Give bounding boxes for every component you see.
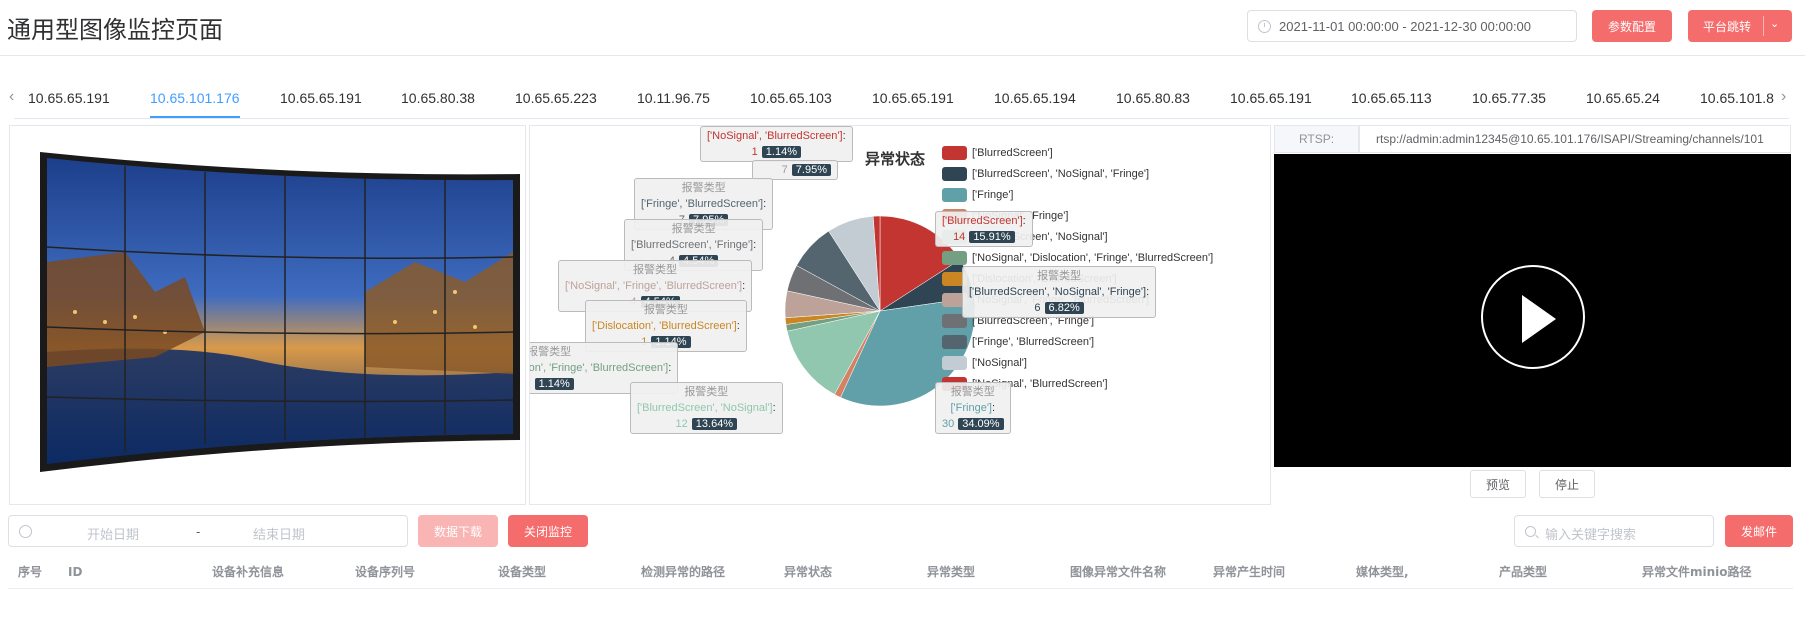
tab-device[interactable]: 10.65.65.191 — [28, 90, 110, 106]
column-header: 检测异常的路径 — [641, 565, 726, 579]
tooltip-blurred: ['BlurredScreen']: 14 15.91% — [935, 211, 1033, 247]
legend-label: ['BlurredScreen'] — [972, 147, 1053, 159]
legend-swatch — [942, 167, 967, 181]
tooltip-noSignal-blurred: ['NoSignal', 'BlurredScreen']: 1 1.14% — [700, 126, 853, 162]
end-date-input[interactable]: 结束日期 — [253, 527, 306, 542]
pie-slice[interactable] — [786, 310, 881, 395]
tooltip-fringe: 报警类型 ['Fringe']: 30 34.09% — [935, 382, 1011, 434]
tab-device[interactable]: 10.65.80.83 — [1116, 90, 1190, 106]
legend-swatch — [942, 272, 967, 286]
date-range-picker[interactable]: 2021-11-01 00:00:00 - 2021-12-30 00:00:0… — [1247, 10, 1577, 42]
search-input[interactable]: 输入关键字搜索 — [1545, 527, 1637, 542]
tooltip-noSignal: 7 7.95% — [752, 160, 838, 180]
legend-label: ['NoSignal'] — [972, 357, 1027, 369]
page-title: 通用型图像监控页面 — [7, 16, 223, 44]
search-icon — [1525, 526, 1536, 537]
legend-swatch — [942, 251, 967, 265]
tooltip-noSignal-dislocation-fringe-blurred: 报警类型 ['NoSignal', 'Dislocation', 'Fringe… — [530, 342, 679, 394]
rtsp-label: RTSP: — [1274, 125, 1359, 153]
legend-swatch — [942, 146, 967, 160]
column-header: 设备序列号 — [355, 565, 416, 579]
legend-swatch — [942, 356, 967, 370]
page-header: 通用型图像监控页面 2021-11-01 00:00:00 - 2021-12-… — [0, 0, 1805, 56]
anomaly-chart-panel: 异常状态 ['BlurredScreen'] ['BlurredScreen', … — [529, 125, 1271, 505]
legend-label: ['BlurredScreen', 'Fringe'] — [972, 315, 1095, 327]
tab-device[interactable]: 10.65.65.191 — [280, 90, 362, 106]
date-filter[interactable]: 开始日期 - 结束日期 — [8, 515, 408, 547]
column-header: 设备类型 — [498, 565, 547, 579]
tabs-prev-icon[interactable]: ‹ — [9, 88, 15, 105]
legend-swatch — [942, 314, 967, 328]
column-header: 产品类型 — [1499, 565, 1548, 579]
keyword-search[interactable]: 输入关键字搜索 — [1514, 515, 1714, 547]
tab-device[interactable]: 10.11.96.75 — [637, 90, 710, 106]
clock-icon — [19, 525, 32, 538]
tab-device[interactable]: 10.65.101.8 — [1700, 90, 1774, 106]
legend-item[interactable]: ['NoSignal', 'Dislocation', 'Fringe', 'B… — [942, 251, 1213, 265]
rtsp-url-field[interactable]: rtsp://admin:admin12345@10.65.101.176/IS… — [1359, 125, 1791, 153]
send-mail-button[interactable]: 发邮件 — [1725, 515, 1793, 547]
chevron-down-icon[interactable]: ⌄ — [1770, 17, 1780, 30]
column-header: 图像异常文件名称 — [1070, 565, 1167, 579]
tab-device[interactable]: 10.65.65.194 — [994, 90, 1076, 106]
legend-label: ['BlurredScreen', 'NoSignal', 'Fringe'] — [972, 168, 1150, 180]
legend-label: ['Fringe', 'BlurredScreen'] — [972, 336, 1095, 348]
download-button[interactable]: 数据下载 — [418, 515, 498, 547]
legend-item[interactable]: ['BlurredScreen', 'Fringe'] — [942, 314, 1094, 328]
legend-swatch — [942, 335, 967, 349]
tab-device[interactable]: 10.65.65.223 — [515, 90, 597, 106]
tab-device[interactable]: 10.65.77.35 — [1472, 90, 1546, 106]
column-header: ID — [68, 565, 83, 579]
date-range-value: 2021-11-01 00:00:00 - 2021-12-30 00:00:0… — [1279, 18, 1532, 34]
legend-item[interactable]: ['NoSignal'] — [942, 356, 1027, 370]
tabs-divider — [14, 118, 1789, 119]
column-header: 异常类型 — [927, 565, 976, 579]
video-wall-panel — [9, 125, 526, 505]
column-header: 媒体类型, — [1356, 565, 1409, 579]
split-divider — [1763, 16, 1764, 36]
tab-device[interactable]: 10.65.65.191 — [872, 90, 954, 106]
legend-swatch — [942, 188, 967, 202]
legend-item[interactable]: ['BlurredScreen', 'NoSignal', 'Fringe'] — [942, 167, 1149, 181]
start-date-input[interactable]: 开始日期 — [87, 527, 140, 542]
table-header: 序号 ID 设备补充信息 设备序列号 设备类型 检测异常的路径 异常状态 异常类… — [8, 555, 1793, 589]
player-panel: RTSP: rtsp://admin:admin12345@10.65.101.… — [1274, 125, 1793, 505]
column-header: 异常产生时间 — [1213, 565, 1286, 579]
legend-item[interactable]: ['BlurredScreen'] — [942, 146, 1053, 160]
column-header: 异常文件minio路径 — [1642, 565, 1752, 579]
preview-button[interactable]: 预览 — [1470, 470, 1526, 498]
config-button[interactable]: 参数配置 — [1592, 10, 1672, 42]
close-monitor-button[interactable]: 关闭监控 — [508, 515, 588, 547]
chart-title: 异常状态 — [865, 150, 926, 168]
tab-device[interactable]: 10.65.80.38 — [401, 90, 475, 106]
column-header: 设备补充信息 — [212, 565, 285, 579]
legend-label: ['Fringe'] — [972, 189, 1014, 201]
active-tab-indicator — [150, 116, 240, 118]
legend-label: ['NoSignal', 'Dislocation', 'Fringe', 'B… — [972, 252, 1214, 264]
legend-swatch — [942, 293, 967, 307]
tab-device[interactable]: 10.65.65.191 — [1230, 90, 1312, 106]
legend-item[interactable]: ['Fringe', 'BlurredScreen'] — [942, 335, 1094, 349]
tab-device-active[interactable]: 10.65.101.176 — [150, 90, 240, 106]
play-icon[interactable] — [1481, 265, 1585, 369]
date-separator: - — [196, 524, 201, 539]
platform-jump-label: 平台跳转 — [1703, 19, 1752, 34]
tab-device[interactable]: 10.65.65.113 — [1351, 90, 1432, 106]
tooltip-blurred-noSignal-fringe: 报警类型 ['BlurredScreen', 'NoSignal', 'Frin… — [962, 266, 1157, 318]
video-wall-image — [40, 152, 520, 472]
tab-device[interactable]: 10.65.65.24 — [1586, 90, 1660, 106]
device-tabs: ‹ › 10.65.65.191 10.65.101.176 10.65.65.… — [0, 70, 1805, 120]
legend-item[interactable]: ['Fringe'] — [942, 188, 1014, 202]
clock-icon — [1258, 19, 1271, 33]
tooltip-blurred-noSignal: 报警类型 ['BlurredScreen', 'NoSignal']: 12 13… — [630, 382, 783, 434]
column-header: 异常状态 — [784, 565, 833, 579]
tab-device[interactable]: 10.65.65.103 — [750, 90, 832, 106]
tabs-next-icon[interactable]: › — [1781, 88, 1787, 105]
stop-button[interactable]: 停止 — [1539, 470, 1595, 498]
column-header: 序号 — [18, 565, 43, 579]
video-player[interactable] — [1274, 154, 1791, 467]
pie-slice[interactable] — [872, 215, 881, 312]
platform-jump-button[interactable]: 平台跳转 ⌄ — [1688, 10, 1792, 42]
